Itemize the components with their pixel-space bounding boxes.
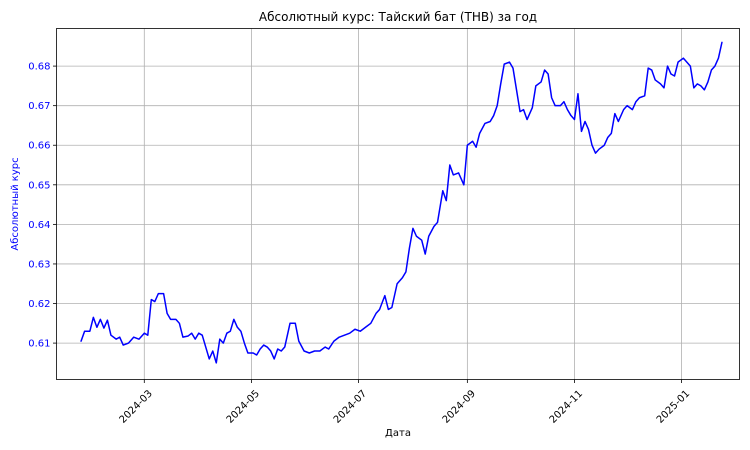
x-axis: 2024-03 2024-05 2024-07 2024-09 2024-11 2025-… — [118, 379, 692, 426]
x-tick-label: 2024-09 — [441, 388, 478, 425]
y-tick-label: 0.68 — [28, 62, 50, 73]
y-tick-label: 0.63 — [28, 259, 50, 270]
x-axis-label: Дата — [385, 428, 411, 439]
grid — [56, 28, 740, 380]
y-tick-label: 0.67 — [28, 101, 50, 112]
x-tick-label: 2024-11 — [548, 388, 585, 425]
y-tick-label: 0.62 — [28, 299, 50, 310]
x-tick-label: 2024-05 — [225, 388, 262, 425]
plot-frame — [56, 28, 740, 380]
x-tick-label: 2025-01 — [655, 388, 692, 425]
series-line — [80, 41, 723, 364]
series-layer — [80, 41, 723, 364]
y-axis: 0.61 0.62 0.63 0.64 0.65 0.66 0.67 0.68 — [28, 62, 57, 350]
chart-title: Абсолютный курс: Тайский бат (THB) за го… — [259, 10, 537, 24]
y-tick-label: 0.65 — [28, 180, 50, 191]
y-tick-label: 0.64 — [28, 220, 50, 231]
plot-area — [56, 28, 740, 380]
y-tick-label: 0.66 — [28, 141, 50, 152]
x-tick-label: 2024-03 — [118, 388, 155, 425]
x-tick-label: 2024-07 — [332, 388, 369, 425]
y-tick-label: 0.61 — [28, 339, 50, 350]
y-axis-label: Абсолютный курс — [10, 157, 21, 250]
